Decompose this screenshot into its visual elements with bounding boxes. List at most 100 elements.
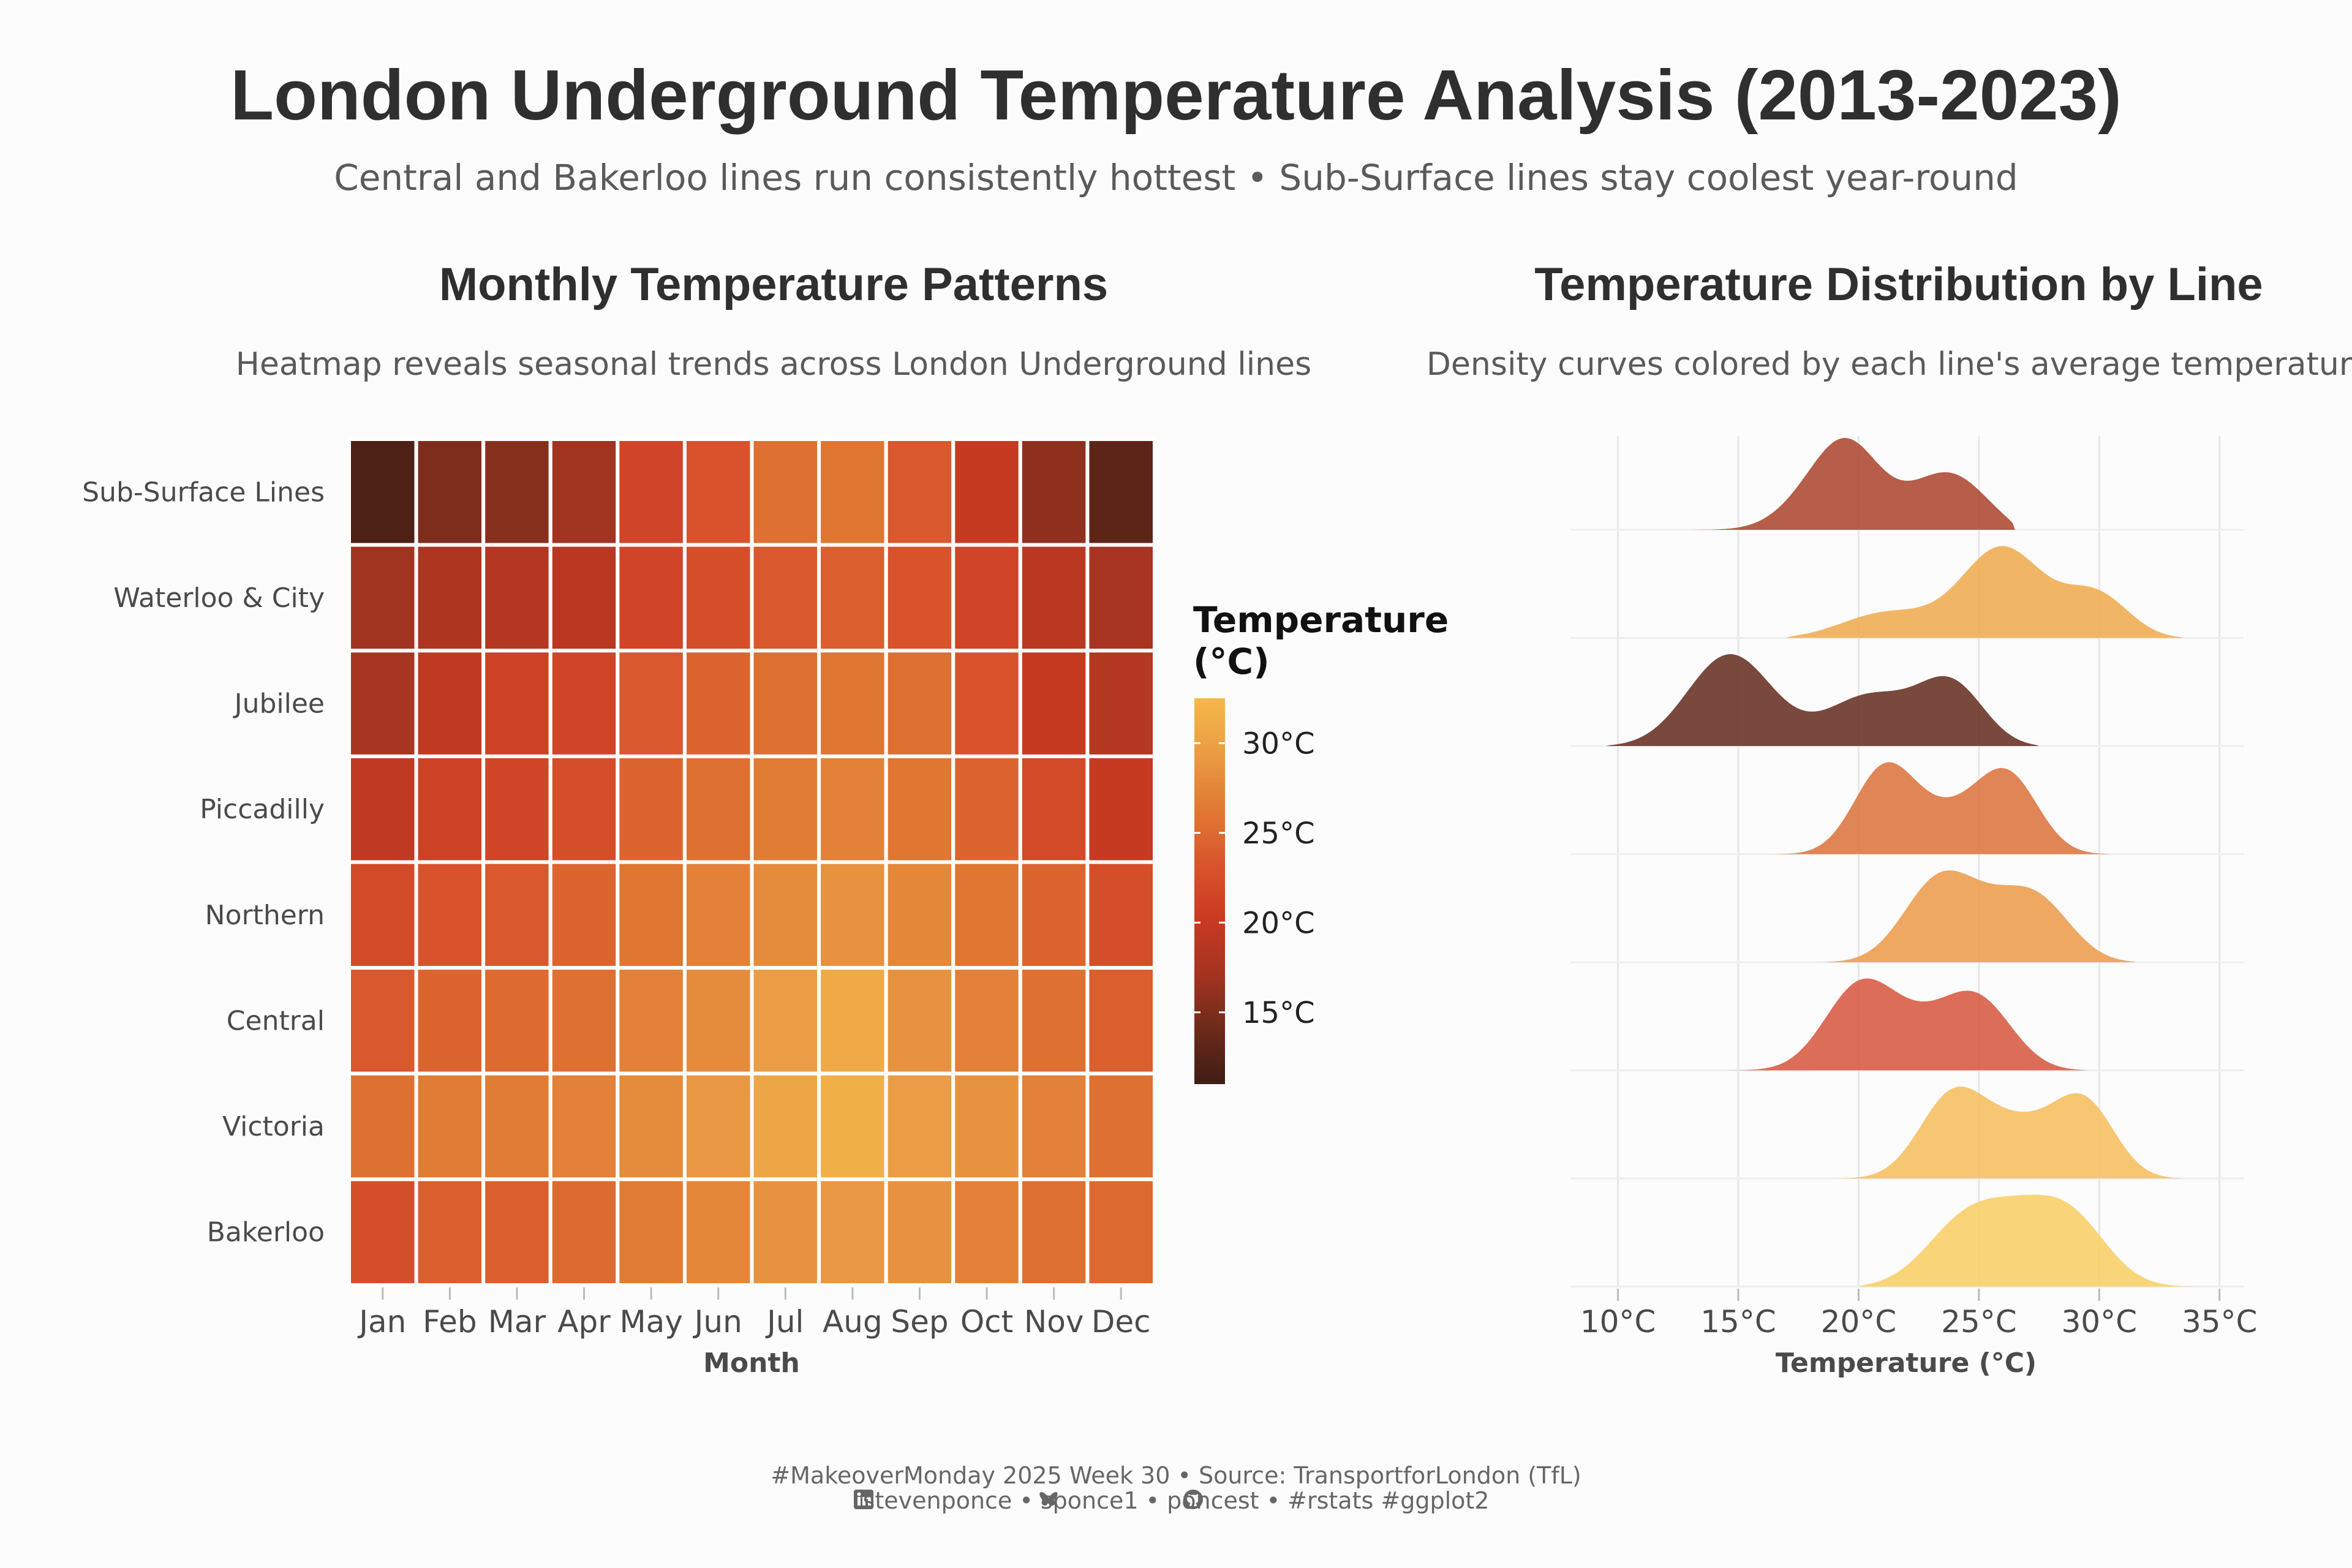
heatmap-cell (481, 437, 552, 547)
heatmap-cell (347, 966, 418, 1076)
heatmap-cell (682, 1071, 754, 1182)
heatmap-cell (884, 437, 956, 547)
heatmap-cell (481, 649, 552, 758)
heatmap-panel: Monthly Temperature Patterns Heatmap rev… (82, 258, 1311, 1379)
heatmap-x-tick-label: Jan (357, 1304, 406, 1340)
heatmap-cell (616, 966, 687, 1076)
heatmap-cell (1085, 966, 1156, 1076)
heatmap-cell (347, 860, 418, 970)
heatmap-cell (347, 437, 418, 547)
legend-tick-label: 20°C (1242, 906, 1315, 940)
ridgeline-x-tick-label: 10°C (1580, 1304, 1656, 1340)
heatmap-x-tick-label: Feb (423, 1304, 477, 1340)
heatmap-subtitle: Heatmap reveals seasonal trends across L… (236, 346, 1311, 383)
heatmap-cell (884, 1071, 956, 1182)
heatmap-cell (951, 543, 1022, 653)
heatmap-cell (1085, 754, 1156, 864)
heatmap-cell (548, 649, 620, 758)
heatmap-cell (1018, 754, 1090, 864)
heatmap-cell (347, 649, 418, 758)
heatmap-cell (884, 543, 956, 653)
heatmap-cell (548, 543, 620, 653)
ridgeline-x-tick-label: 15°C (1700, 1304, 1776, 1340)
legend-tick-label: 25°C (1242, 816, 1315, 851)
heatmap-cell (481, 1071, 552, 1182)
heatmap-cell (616, 543, 687, 653)
heatmap-cell (1085, 1177, 1156, 1287)
heatmap-cell (817, 649, 888, 758)
heatmap-cell (347, 1177, 418, 1287)
heatmap-x-tick-label: Jul (765, 1304, 804, 1340)
heatmap-cell (616, 860, 687, 970)
density-curve (1858, 1194, 2196, 1287)
heatmap-cell (347, 1071, 418, 1182)
heatmap-cell (884, 966, 956, 1076)
ridgeline-x-tick-label: 25°C (1941, 1304, 2017, 1340)
heatmap-y-tick-label: Waterloo & City (113, 582, 325, 614)
density-curve (1605, 654, 2040, 746)
heatmap-cell (951, 754, 1022, 864)
heatmap-cell (682, 437, 754, 547)
heatmap-y-axis: Sub-Surface Lines Waterloo & City Jubilee P… (82, 477, 325, 1248)
density-curve (1774, 762, 2111, 854)
ridgeline-x-tick-label: 20°C (1821, 1304, 1897, 1340)
heatmap-x-axis: Jan Feb Mar Apr May Jun Jul Aug Sep Oct Nov Dec (357, 1287, 1151, 1340)
heatmap-x-tick-label: Aug (823, 1304, 883, 1340)
heatmap-cell (817, 437, 888, 547)
caption-line-2: stevenponce • sponce1 • poncest • #rstat… (863, 1487, 1490, 1514)
heatmap-cell (616, 649, 687, 758)
heatmap-cell (1085, 860, 1156, 970)
heatmap-y-tick-label: Northern (205, 900, 325, 931)
heatmap-cell (481, 1177, 552, 1287)
legend-colorbar (1194, 698, 1225, 1084)
heatmap-x-tick-label: Nov (1024, 1304, 1084, 1340)
heatmap-cell (951, 1177, 1022, 1287)
heatmap-cell (1018, 649, 1090, 758)
ridgeline-x-axis: 10°C 15°C 20°C 25°C 30°C 35°C (1580, 1289, 2257, 1340)
heatmap-cell (817, 1177, 888, 1287)
density-curve (1834, 1087, 2184, 1178)
page-subtitle: Central and Bakerloo lines run consisten… (334, 157, 2018, 198)
heatmap-cell (1085, 649, 1156, 758)
heatmap-cell (616, 754, 687, 864)
heatmap-y-tick-label: Victoria (222, 1111, 325, 1142)
linkedin-icon (854, 1490, 873, 1509)
heatmap-cell (414, 437, 486, 547)
bluesky-icon (1039, 1492, 1058, 1506)
heatmap-cell (750, 966, 821, 1076)
heatmap-cell (616, 437, 687, 547)
heatmap-cell (481, 860, 552, 970)
heatmap-x-axis-title: Month (703, 1348, 800, 1379)
heatmap-cell (682, 1177, 754, 1287)
heatmap-cell (682, 649, 754, 758)
heatmap-cell (1018, 1177, 1090, 1287)
legend-title-line-1: Temperature (1193, 599, 1449, 641)
ridgeline-panel: Temperature Distribution by Line Density… (1427, 258, 2352, 1379)
heatmap-cell (347, 754, 418, 864)
density-curve (1822, 870, 2136, 962)
heatmap-cell (951, 860, 1022, 970)
heatmap-cell (951, 966, 1022, 1076)
heatmap-cell (817, 966, 888, 1076)
heatmap-x-tick-label: May (619, 1304, 682, 1340)
heatmap-x-tick-label: Apr (557, 1304, 611, 1340)
heatmap-x-tick-label: Oct (960, 1304, 1013, 1340)
ridgeline-title: Temperature Distribution by Line (1534, 258, 2263, 311)
heatmap-cell (1018, 1071, 1090, 1182)
heatmap-cell (347, 543, 418, 653)
github-icon (1183, 1490, 1203, 1509)
heatmap-cell (1085, 437, 1156, 547)
heatmap-cell (616, 1177, 687, 1287)
heatmap-cell (1018, 966, 1090, 1076)
heatmap-cell (548, 754, 620, 864)
heatmap-cell (616, 1071, 687, 1182)
heatmap-cell (1085, 543, 1156, 653)
heatmap-cell (750, 754, 821, 864)
ridgeline-x-tick-label: 30°C (2062, 1304, 2138, 1340)
heatmap-cell (414, 1071, 486, 1182)
heatmap-title: Monthly Temperature Patterns (439, 258, 1108, 311)
heatmap-cell (750, 1071, 821, 1182)
legend-ticks: 15°C 20°C 25°C 30°C (1194, 726, 1315, 1030)
heatmap-cell (817, 754, 888, 864)
